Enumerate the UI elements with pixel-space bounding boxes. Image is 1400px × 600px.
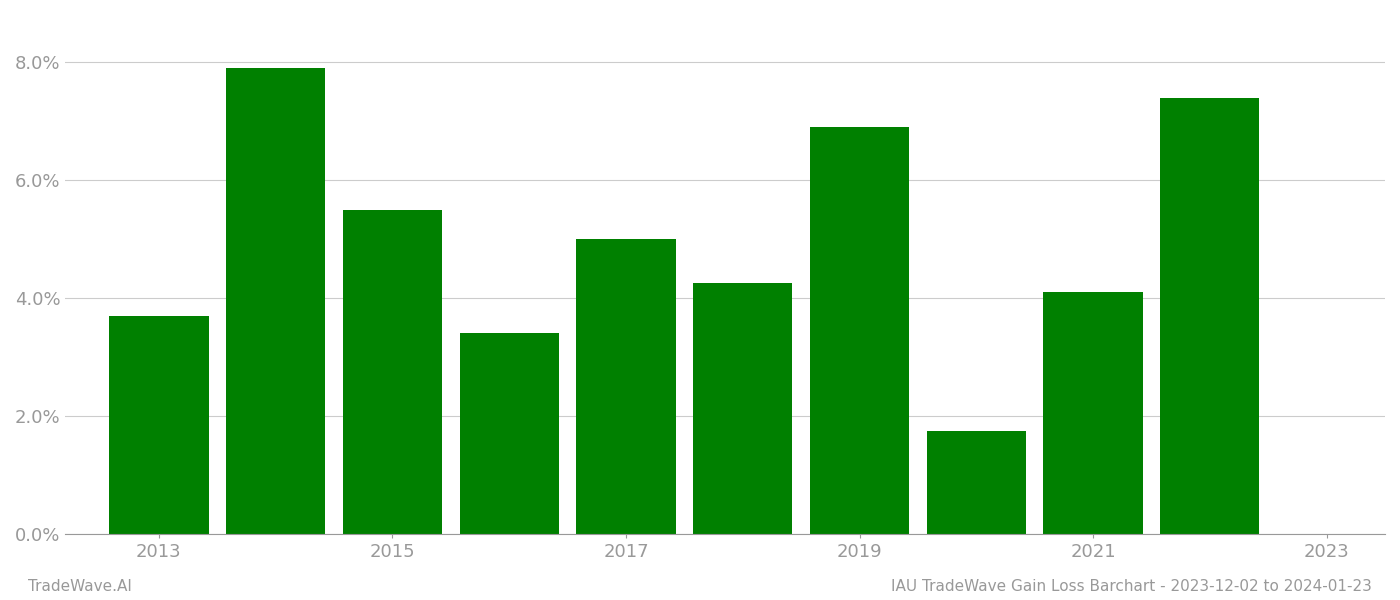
Bar xyxy=(1043,292,1142,534)
Bar xyxy=(225,68,325,534)
Bar xyxy=(811,127,909,534)
Text: IAU TradeWave Gain Loss Barchart - 2023-12-02 to 2024-01-23: IAU TradeWave Gain Loss Barchart - 2023-… xyxy=(892,579,1372,594)
Bar xyxy=(1161,98,1260,534)
Bar xyxy=(343,209,442,534)
Bar xyxy=(109,316,209,534)
Text: TradeWave.AI: TradeWave.AI xyxy=(28,579,132,594)
Bar xyxy=(577,239,676,534)
Bar xyxy=(693,283,792,534)
Bar xyxy=(927,431,1026,534)
Bar xyxy=(459,334,559,534)
